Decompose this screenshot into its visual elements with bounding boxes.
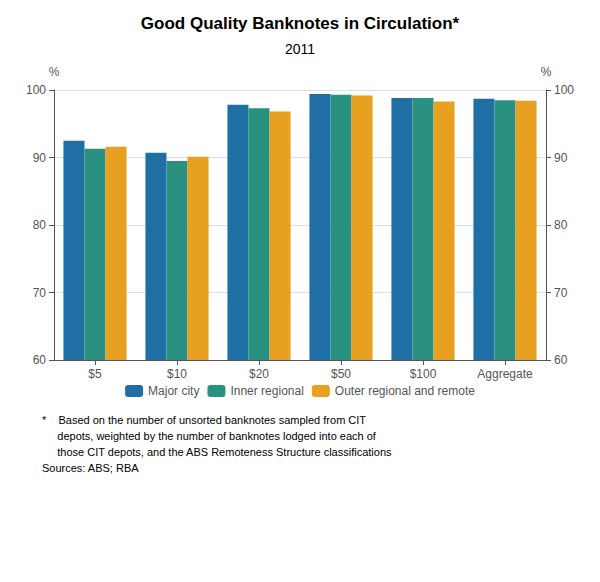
svg-text:70: 70	[33, 286, 47, 300]
svg-text:Good Quality Banknotes in Circ: Good Quality Banknotes in Circulation*	[141, 14, 460, 33]
svg-text:60: 60	[554, 353, 568, 367]
svg-text:100: 100	[26, 83, 46, 97]
svg-text:$50: $50	[331, 367, 351, 381]
svg-text:* Based on the number of un: * Based on the number of unsorted bankno…	[42, 414, 366, 426]
svg-text:90: 90	[33, 151, 47, 165]
svg-text:60: 60	[33, 353, 47, 367]
svg-text:80: 80	[33, 218, 47, 232]
svg-text:2011: 2011	[285, 41, 315, 57]
svg-text:100: 100	[554, 83, 574, 97]
svg-text:$100: $100	[410, 367, 437, 381]
svg-text:Inner regional: Inner regional	[230, 384, 303, 398]
svg-text:Outer regional and remote: Outer regional and remote	[335, 384, 475, 398]
svg-text:those CIT depots, and the ABS: those CIT depots, and the ABS Remoteness…	[42, 446, 392, 458]
svg-text:Major city: Major city	[148, 384, 199, 398]
svg-text:$5: $5	[88, 367, 102, 381]
svg-text:70: 70	[554, 286, 568, 300]
svg-text:80: 80	[554, 218, 568, 232]
svg-text:%: %	[541, 65, 552, 79]
svg-text:%: %	[49, 65, 60, 79]
svg-text:$20: $20	[249, 367, 269, 381]
svg-text:$10: $10	[167, 367, 187, 381]
svg-text:Sources: ABS; RBA: Sources: ABS; RBA	[42, 462, 139, 474]
svg-text:90: 90	[554, 151, 568, 165]
svg-text:Aggregate: Aggregate	[477, 367, 533, 381]
svg-text:depots, weighted by the number: depots, weighted by the number of bankno…	[42, 430, 377, 442]
